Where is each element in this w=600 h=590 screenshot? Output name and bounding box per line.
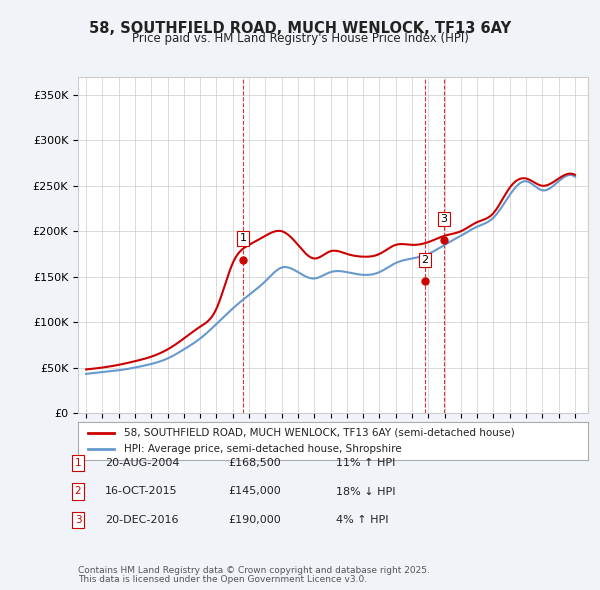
Text: 16-OCT-2015: 16-OCT-2015 xyxy=(105,487,178,496)
Text: 11% ↑ HPI: 11% ↑ HPI xyxy=(336,458,395,468)
Text: Contains HM Land Registry data © Crown copyright and database right 2025.: Contains HM Land Registry data © Crown c… xyxy=(78,566,430,575)
Text: Price paid vs. HM Land Registry's House Price Index (HPI): Price paid vs. HM Land Registry's House … xyxy=(131,32,469,45)
Text: £168,500: £168,500 xyxy=(228,458,281,468)
Text: 3: 3 xyxy=(74,515,82,525)
Text: 18% ↓ HPI: 18% ↓ HPI xyxy=(336,487,395,496)
Text: 1: 1 xyxy=(240,234,247,244)
Text: 20-AUG-2004: 20-AUG-2004 xyxy=(105,458,179,468)
Text: 2: 2 xyxy=(421,255,428,265)
Text: 4% ↑ HPI: 4% ↑ HPI xyxy=(336,515,389,525)
Text: 1: 1 xyxy=(74,458,82,468)
Text: £145,000: £145,000 xyxy=(228,487,281,496)
Text: 2: 2 xyxy=(74,487,82,496)
Text: 58, SOUTHFIELD ROAD, MUCH WENLOCK, TF13 6AY: 58, SOUTHFIELD ROAD, MUCH WENLOCK, TF13 … xyxy=(89,21,511,35)
Text: 20-DEC-2016: 20-DEC-2016 xyxy=(105,515,179,525)
Text: 58, SOUTHFIELD ROAD, MUCH WENLOCK, TF13 6AY (semi-detached house): 58, SOUTHFIELD ROAD, MUCH WENLOCK, TF13 … xyxy=(124,428,515,438)
Text: HPI: Average price, semi-detached house, Shropshire: HPI: Average price, semi-detached house,… xyxy=(124,444,401,454)
Text: This data is licensed under the Open Government Licence v3.0.: This data is licensed under the Open Gov… xyxy=(78,575,367,584)
Text: 3: 3 xyxy=(440,214,448,224)
Text: £190,000: £190,000 xyxy=(228,515,281,525)
